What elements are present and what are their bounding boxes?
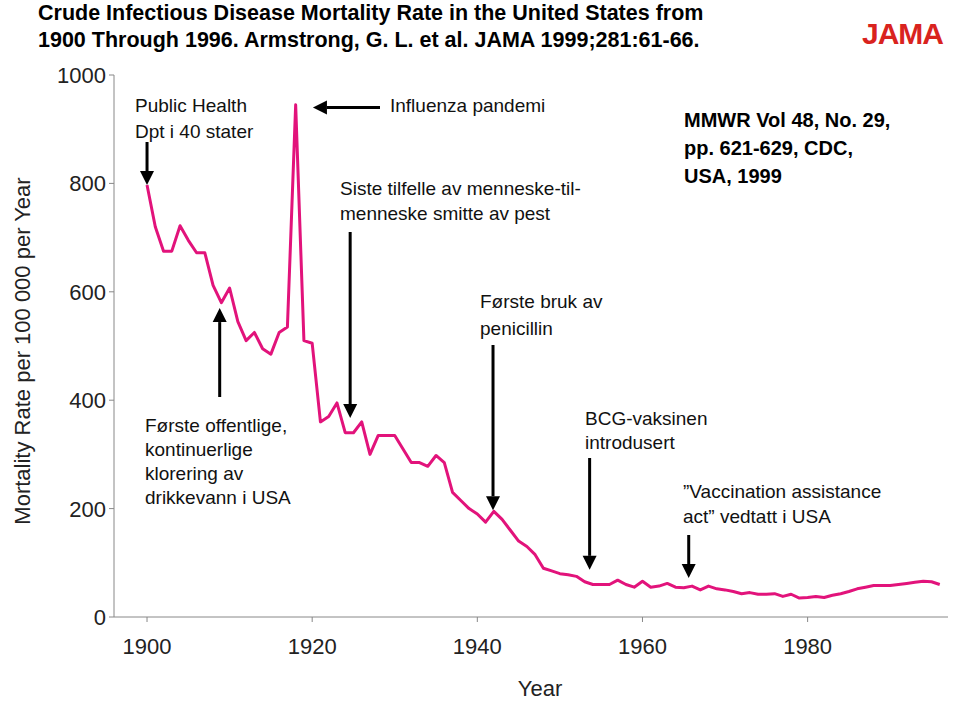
source: MMWR Vol 48, No. 29, — [684, 109, 890, 131]
y-tick-label: 200 — [69, 497, 106, 522]
x-tick — [312, 617, 313, 622]
x-axis — [114, 617, 948, 618]
y-tick — [109, 183, 114, 184]
annotation-arrow — [583, 458, 597, 570]
annotation-arrow — [682, 535, 696, 578]
annotation-text: menneske smitte av pest — [340, 203, 551, 224]
annotation-text: act” vedtatt i USA — [683, 506, 831, 527]
annotation-text: BCG-vaksinen — [585, 408, 708, 429]
chart: Crude Infectious Disease Mortality Rate … — [0, 0, 960, 705]
x-tick — [642, 617, 643, 622]
arrow-shaft — [327, 106, 380, 109]
annotation-text: introdusert — [585, 432, 675, 453]
annotation-arrow — [486, 345, 500, 510]
title: 1900 Through 1996. Armstrong, G. L. et a… — [38, 28, 700, 52]
annotation-text: Influenza pandemi — [390, 95, 545, 116]
y-tick — [109, 617, 114, 618]
x-tick-label: 1980 — [783, 634, 832, 659]
x-tick-label: 1960 — [618, 634, 667, 659]
y-tick-label: 1000 — [57, 63, 106, 88]
x-axis-label: Year — [518, 676, 562, 701]
arrow-head — [140, 171, 154, 185]
annotation-text: Første offentlige, — [145, 415, 287, 436]
x-tick — [147, 617, 148, 622]
y-tick-label: 400 — [69, 388, 106, 413]
annotation-text: kontinuerlige — [145, 439, 253, 460]
source: USA, 1999 — [684, 165, 782, 187]
annotation-text: Siste tilfelle av menneske-til- — [340, 178, 581, 199]
y-tick-label: 0 — [94, 605, 106, 630]
arrow-head — [583, 556, 597, 570]
annotation-text: Public Health — [135, 95, 247, 116]
annotation-text: penicillin — [480, 318, 553, 339]
x-tick — [477, 617, 478, 622]
arrow-head — [682, 564, 696, 578]
arrow-head — [343, 404, 357, 418]
x-tick — [807, 617, 808, 622]
y-tick — [109, 400, 114, 401]
arrow-shaft — [218, 322, 221, 397]
title: Crude Infectious Disease Mortality Rate … — [38, 1, 703, 25]
arrow-shaft — [492, 345, 495, 496]
annotation-text: ”Vaccination assistance — [683, 481, 881, 502]
annotation-arrow — [213, 308, 227, 397]
x-tick-label: 1900 — [123, 634, 172, 659]
source: pp. 621-629, CDC, — [684, 137, 853, 159]
y-tick — [109, 291, 114, 292]
annotation-arrow — [140, 142, 154, 185]
arrow-head — [313, 101, 327, 115]
y-tick-label: 600 — [69, 280, 106, 305]
annotation-text: drikkevann i USA — [145, 487, 291, 508]
y-tick — [109, 75, 114, 76]
annotation-arrow — [343, 232, 357, 418]
arrow-shaft — [687, 535, 690, 564]
arrow-head — [213, 308, 227, 322]
annotation-text: Første bruk av — [480, 291, 603, 312]
annotation-text: klorering av — [145, 463, 244, 484]
arrow-shaft — [146, 142, 149, 171]
x-tick-label: 1940 — [453, 634, 502, 659]
y-axis — [114, 75, 115, 617]
data-line — [147, 105, 940, 598]
arrow-shaft — [349, 232, 352, 404]
arrow-head — [486, 496, 500, 510]
y-tick-label: 800 — [69, 171, 106, 196]
x-tick-label: 1920 — [288, 634, 337, 659]
y-tick — [109, 508, 114, 509]
annotation-arrow — [313, 101, 380, 115]
annotation-text: Dpt i 40 stater — [135, 121, 254, 142]
y-axis-label: Mortality Rate per 100 000 per Year — [10, 177, 35, 524]
arrow-shaft — [588, 458, 591, 556]
logo: JAMA — [862, 17, 943, 50]
plot-area — [147, 105, 940, 598]
